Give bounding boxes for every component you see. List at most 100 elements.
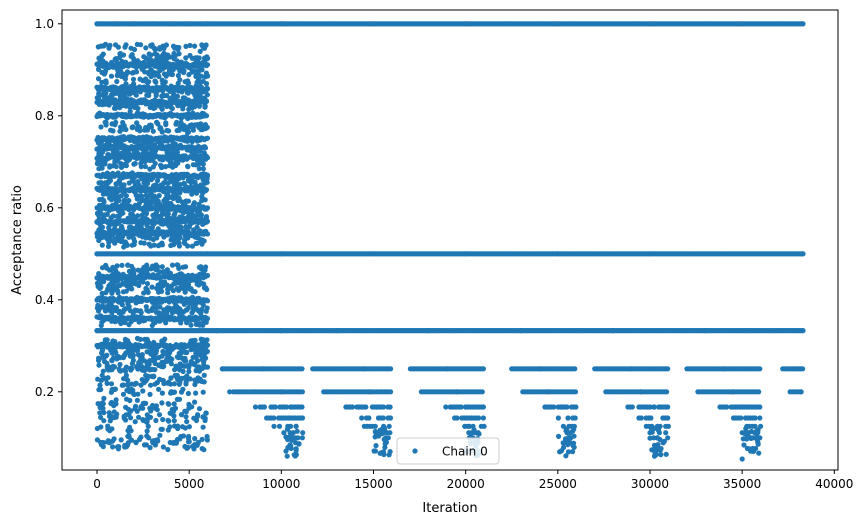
data-point bbox=[96, 55, 102, 61]
data-point bbox=[117, 310, 123, 316]
data-point bbox=[185, 390, 191, 397]
data-point bbox=[148, 349, 154, 355]
data-point bbox=[121, 307, 127, 313]
data-point bbox=[153, 350, 159, 356]
data-point bbox=[183, 414, 189, 420]
data-point bbox=[159, 93, 165, 99]
data-point bbox=[166, 128, 172, 134]
data-point bbox=[152, 442, 158, 448]
data-point bbox=[109, 386, 115, 393]
data-point bbox=[110, 128, 116, 134]
data-point bbox=[171, 389, 178, 395]
data-point bbox=[144, 196, 150, 202]
data-point bbox=[183, 55, 189, 61]
data-point bbox=[130, 269, 137, 275]
data-point bbox=[107, 428, 113, 434]
data-point bbox=[175, 239, 181, 245]
data-point bbox=[173, 121, 179, 127]
data-point bbox=[166, 379, 172, 385]
data-point bbox=[153, 417, 159, 424]
data-point bbox=[196, 364, 202, 370]
data-point bbox=[122, 368, 129, 374]
data-point bbox=[110, 444, 116, 450]
data-point bbox=[175, 73, 181, 79]
data-point bbox=[126, 268, 132, 274]
data-point bbox=[184, 419, 190, 425]
data-point bbox=[132, 161, 138, 167]
data-point bbox=[178, 389, 185, 395]
data-point bbox=[113, 397, 119, 403]
data-point bbox=[110, 287, 117, 293]
data-point bbox=[144, 412, 150, 418]
data-point bbox=[174, 262, 180, 268]
data-point bbox=[136, 414, 142, 420]
data-point bbox=[118, 164, 125, 170]
data-point bbox=[152, 51, 158, 57]
data-point bbox=[109, 438, 116, 444]
data-point bbox=[152, 160, 158, 166]
data-point bbox=[157, 67, 163, 74]
data-point bbox=[180, 264, 186, 270]
data-point bbox=[149, 42, 155, 48]
data-point bbox=[126, 388, 132, 394]
data-point bbox=[120, 126, 126, 132]
data-point bbox=[196, 166, 202, 172]
data-point bbox=[149, 322, 155, 329]
data-point bbox=[203, 264, 209, 270]
data-point bbox=[105, 243, 112, 249]
data-point bbox=[131, 241, 137, 248]
data-point bbox=[158, 363, 164, 369]
data-point bbox=[117, 50, 123, 57]
data-point bbox=[151, 105, 157, 111]
data-point bbox=[156, 55, 162, 61]
data-point bbox=[186, 364, 192, 370]
data-point bbox=[186, 424, 192, 430]
data-point bbox=[128, 53, 134, 59]
data-point bbox=[183, 381, 189, 387]
data-point bbox=[101, 376, 107, 382]
data-point bbox=[185, 164, 191, 170]
data-point bbox=[134, 408, 140, 414]
data-point bbox=[165, 52, 171, 58]
data-point bbox=[100, 409, 106, 415]
data-point bbox=[157, 125, 164, 131]
data-point bbox=[173, 303, 179, 309]
data-point bbox=[134, 196, 140, 202]
data-point bbox=[176, 44, 182, 51]
data-point bbox=[162, 351, 168, 357]
data-point bbox=[97, 196, 103, 203]
data-point bbox=[98, 43, 104, 49]
data-point bbox=[145, 180, 151, 186]
data-point bbox=[176, 51, 182, 57]
data-point bbox=[109, 399, 115, 406]
data-point bbox=[119, 223, 125, 230]
data-point bbox=[134, 120, 140, 126]
data-point bbox=[109, 303, 115, 309]
data-point bbox=[153, 72, 159, 78]
data-point bbox=[199, 353, 205, 359]
data-point bbox=[176, 355, 182, 361]
data-point bbox=[171, 50, 177, 57]
data-point bbox=[174, 372, 180, 378]
data-point bbox=[168, 178, 174, 184]
data-point bbox=[199, 436, 205, 442]
data-point bbox=[176, 127, 182, 133]
data-point bbox=[144, 428, 150, 434]
data-point bbox=[179, 363, 185, 369]
data-point bbox=[177, 351, 184, 357]
data-point bbox=[148, 52, 154, 58]
data-point bbox=[134, 41, 140, 48]
data-point bbox=[176, 396, 183, 402]
data-point bbox=[200, 78, 206, 84]
data-point bbox=[123, 364, 129, 370]
data-point bbox=[96, 387, 102, 393]
data-point bbox=[152, 381, 158, 387]
data-point bbox=[193, 390, 199, 396]
data-point bbox=[141, 290, 147, 296]
data-point bbox=[158, 281, 164, 287]
data-point bbox=[141, 442, 148, 448]
data-point bbox=[102, 119, 108, 125]
data-point bbox=[180, 210, 186, 216]
data-point bbox=[120, 280, 126, 286]
